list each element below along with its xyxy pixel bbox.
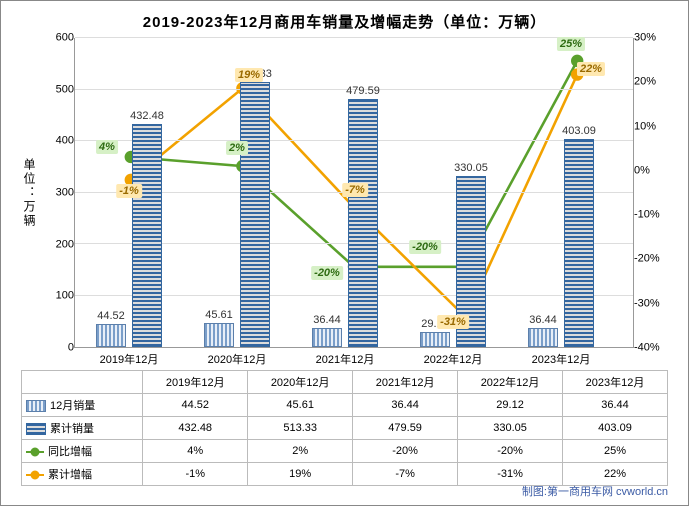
bar-monthly: [528, 328, 558, 347]
table-row: 同比增幅4%2%-20%-20%25%: [22, 440, 668, 463]
y2-tick: -30%: [634, 298, 668, 309]
y2-tick: -40%: [634, 343, 668, 354]
line-label-green: 2%: [226, 141, 248, 155]
y2-tick: 0%: [634, 165, 668, 176]
bar-label: 330.05: [454, 162, 488, 174]
line-label-orange: -1%: [116, 184, 142, 198]
category-group: [183, 82, 291, 347]
bar-label: 44.52: [97, 310, 125, 322]
bar-monthly: [96, 324, 126, 347]
table-header-row: 2019年12月2020年12月2021年12月2022年12月2023年12月: [22, 371, 668, 394]
x-category: 2022年12月: [424, 351, 483, 367]
y1-tick: 100: [40, 291, 74, 302]
line-label-green: -20%: [409, 240, 441, 254]
bar-label: 432.48: [130, 110, 164, 122]
bar-cumulative: [240, 82, 270, 347]
plot-area: 单位：万辆 0100200300400500600 44.52432.48201…: [21, 38, 668, 348]
chart-container: 2019-2023年12月商用车销量及增幅走势（单位：万辆） 单位：万辆 0 10…: [0, 0, 689, 506]
bar-cumulative: [564, 139, 594, 347]
bar-label: 403.09: [562, 125, 596, 137]
y1-axis-label: 单位：万辆: [21, 158, 38, 228]
bar-monthly: [204, 323, 234, 347]
y2-tick: 20%: [634, 77, 668, 88]
y1-tick: 500: [40, 84, 74, 95]
category-group: [75, 124, 183, 347]
y2-tick: 10%: [634, 121, 668, 132]
category-group: [507, 139, 615, 347]
y1-tick: 300: [40, 188, 74, 199]
y2-axis: -40%-30%-20%-10%0%10%20%30%: [634, 38, 668, 348]
data-table: 2019年12月2020年12月2021年12月2022年12月2023年12月…: [21, 370, 668, 486]
x-category: 2023年12月: [532, 351, 591, 367]
bar-cumulative: [348, 99, 378, 347]
y1-tick: 0: [40, 343, 74, 354]
bar-label: 36.44: [529, 314, 557, 326]
line-label-orange: -31%: [437, 315, 469, 329]
line-label-green: 25%: [557, 37, 585, 51]
bar-label: 36.44: [313, 314, 341, 326]
y1-tick: 200: [40, 239, 74, 250]
line-label-orange: 22%: [577, 62, 605, 76]
bar-cumulative: [132, 124, 162, 347]
table-row: 12月销量44.5245.6136.4429.1236.44: [22, 394, 668, 417]
bar-monthly: [312, 328, 342, 347]
x-category: 2019年12月: [100, 351, 159, 367]
line-label-green: -20%: [311, 266, 343, 280]
category-group: [291, 99, 399, 347]
x-category: 2021年12月: [316, 351, 375, 367]
y2-tick: -10%: [634, 210, 668, 221]
y1-axis: 0100200300400500600: [40, 38, 74, 348]
bar-label: 479.59: [346, 85, 380, 97]
credit-text: 制图:第一商用车网 cvworld.cn: [522, 483, 668, 499]
x-category: 2020年12月: [208, 351, 267, 367]
table-row: 累计销量432.48513.33479.59330.05403.09: [22, 417, 668, 440]
line-label-green: 4%: [96, 140, 118, 154]
y1-tick: 400: [40, 136, 74, 147]
y2-tick: 30%: [634, 33, 668, 44]
bar-monthly: [420, 332, 450, 347]
bar-label: 45.61: [205, 309, 233, 321]
line-label-orange: -7%: [342, 183, 368, 197]
y2-tick: -20%: [634, 254, 668, 265]
gridline: [75, 37, 633, 38]
y1-tick: 600: [40, 33, 74, 44]
plot: 44.52432.482019年12月45.61513.332020年12月36…: [74, 38, 634, 348]
chart-title: 2019-2023年12月商用车销量及增幅走势（单位：万辆）: [21, 11, 668, 32]
line-label-orange: 19%: [235, 68, 263, 82]
